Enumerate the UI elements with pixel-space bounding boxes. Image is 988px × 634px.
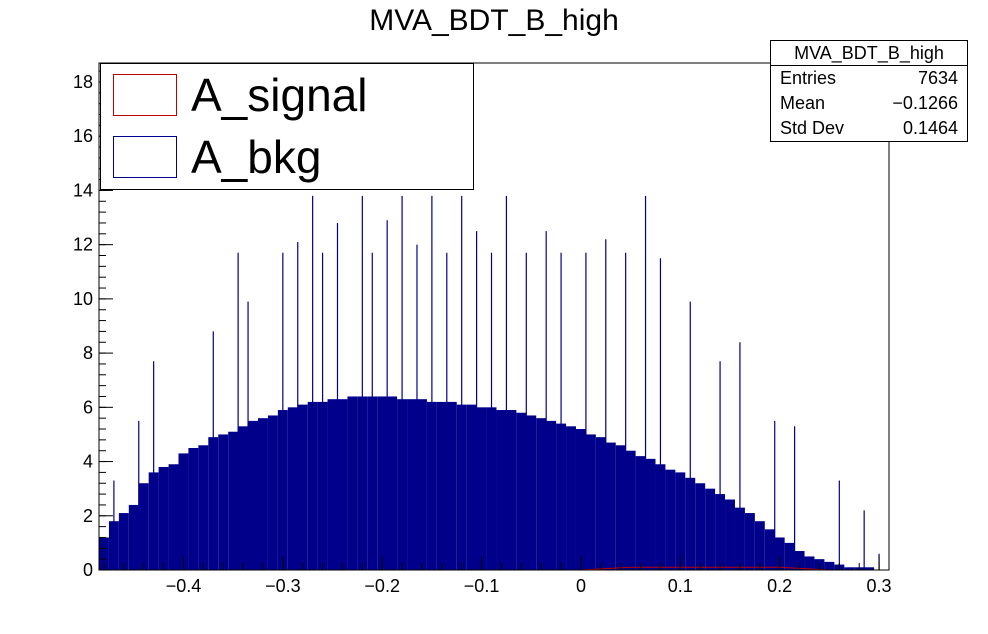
bkg-bar xyxy=(665,469,676,570)
bkg-bar xyxy=(625,450,636,570)
bkg-bar xyxy=(864,567,875,570)
bkg-bar xyxy=(764,529,775,570)
bkg-bar xyxy=(824,561,835,570)
histogram-bars xyxy=(99,195,880,571)
bkg-bar xyxy=(218,434,229,570)
bkg-bar xyxy=(188,447,199,570)
bkg-bar xyxy=(526,415,537,570)
y-tick-label: 2 xyxy=(83,506,93,526)
bkg-bar xyxy=(436,401,447,570)
axes: −0.4 −0.3 −0.2 −0.1 0 0.1 0.2 0.3 0 2 4 6 8 10 12 14 16 1… xyxy=(73,62,892,596)
bkg-bar xyxy=(675,472,686,570)
x-tick-label: 0.2 xyxy=(767,576,792,596)
bkg-bar xyxy=(138,483,149,570)
legend-swatch-signal xyxy=(113,74,177,116)
y-tick-label: 0 xyxy=(83,560,93,580)
x-tick-label: 0.3 xyxy=(867,576,892,596)
bkg-bar xyxy=(257,418,268,570)
x-tick-label: −0.4 xyxy=(166,576,202,596)
y-tick-label: 4 xyxy=(83,452,93,472)
bkg-bar xyxy=(774,537,785,570)
bkg-bar xyxy=(585,434,596,570)
bkg-bar xyxy=(744,513,755,570)
x-tick-label: 0 xyxy=(576,576,586,596)
bkg-bar xyxy=(287,407,298,570)
x-tick-label: −0.2 xyxy=(364,576,400,596)
bkg-bar xyxy=(605,442,616,570)
stats-entries-value: 7634 xyxy=(917,68,958,88)
stats-entries-label: Entries xyxy=(780,68,837,88)
bkg-bar xyxy=(635,456,646,570)
bkg-bar xyxy=(128,504,139,570)
bkg-bar xyxy=(794,551,805,570)
legend-item-bkg: A_bkg xyxy=(101,128,471,188)
y-tick-label: 14 xyxy=(73,180,93,200)
bkg-bar xyxy=(158,466,169,570)
stats-stddev-value: 0.1464 xyxy=(902,118,958,138)
bkg-bar xyxy=(516,412,527,570)
y-tick-label: 6 xyxy=(83,397,93,417)
bkg-bar xyxy=(168,464,179,570)
bkg-bar xyxy=(496,410,507,570)
bkg-bar xyxy=(387,396,398,570)
bkg-bar xyxy=(347,396,358,570)
bkg-bar xyxy=(595,437,606,570)
bkg-bar xyxy=(536,418,547,570)
bkg-bar xyxy=(228,431,239,570)
x-tick-label: −0.1 xyxy=(464,576,500,596)
bkg-bar xyxy=(99,537,109,570)
bkg-bar xyxy=(476,407,487,570)
stats-row-mean: Mean −0.1266 xyxy=(771,91,967,116)
bkg-bar xyxy=(645,458,656,570)
bkg-bar xyxy=(804,556,815,570)
y-tick-label: 16 xyxy=(73,126,93,146)
legend-label-bkg: A_bkg xyxy=(191,131,322,183)
bkg-bar xyxy=(466,404,477,570)
plot-frame xyxy=(98,62,890,571)
bkg-bar xyxy=(327,399,338,570)
bkg-bar xyxy=(575,429,586,570)
bkg-bar xyxy=(178,453,189,570)
stats-mean-label: Mean xyxy=(780,93,826,113)
bkg-bar xyxy=(118,513,129,570)
x-tick-label: −0.3 xyxy=(265,576,301,596)
legend-box: A_signal A_bkg xyxy=(100,63,474,190)
bkg-bar xyxy=(754,521,765,570)
stats-row-stddev: Std Dev 0.1464 xyxy=(771,116,967,141)
bkg-bar xyxy=(844,567,855,570)
bkg-bar xyxy=(446,401,457,570)
legend-item-signal: A_signal xyxy=(101,66,471,126)
y-tick-label: 10 xyxy=(73,289,93,309)
bkg-bar xyxy=(407,399,417,570)
bkg-bar xyxy=(416,399,427,570)
bkg-bar xyxy=(506,410,517,570)
bkg-bar xyxy=(546,420,557,570)
bkg-bar xyxy=(337,399,348,570)
bkg-bar xyxy=(238,426,249,570)
y-tick-label: 12 xyxy=(73,235,93,255)
x-tick-label: 0.1 xyxy=(668,576,693,596)
chart-title: MVA_BDT_B_high xyxy=(369,4,619,37)
legend-swatch-bkg xyxy=(113,136,177,178)
stats-title: MVA_BDT_B_high xyxy=(771,41,967,66)
stats-row-entries: Entries 7634 xyxy=(771,66,967,91)
bkg-bar xyxy=(784,542,795,570)
bkg-bar xyxy=(297,404,308,570)
bkg-bar xyxy=(248,420,258,570)
legend-label-signal: A_signal xyxy=(191,69,368,121)
stats-box: MVA_BDT_B_high Entries 7634 Mean −0.1266… xyxy=(770,40,968,142)
stats-mean-value: −0.1266 xyxy=(892,93,958,113)
bkg-bar xyxy=(695,483,706,570)
stats-stddev-label: Std Dev xyxy=(780,118,845,138)
y-tick-label: 8 xyxy=(83,343,93,363)
bkg-bar xyxy=(377,396,388,570)
bkg-bar xyxy=(705,488,716,570)
bkg-bar xyxy=(725,499,735,570)
bkg-bar xyxy=(615,445,626,570)
bkg-bar xyxy=(566,426,576,570)
bkg-bar xyxy=(198,445,209,570)
bkg-bar xyxy=(267,415,278,570)
y-tick-label: 18 xyxy=(73,72,93,92)
